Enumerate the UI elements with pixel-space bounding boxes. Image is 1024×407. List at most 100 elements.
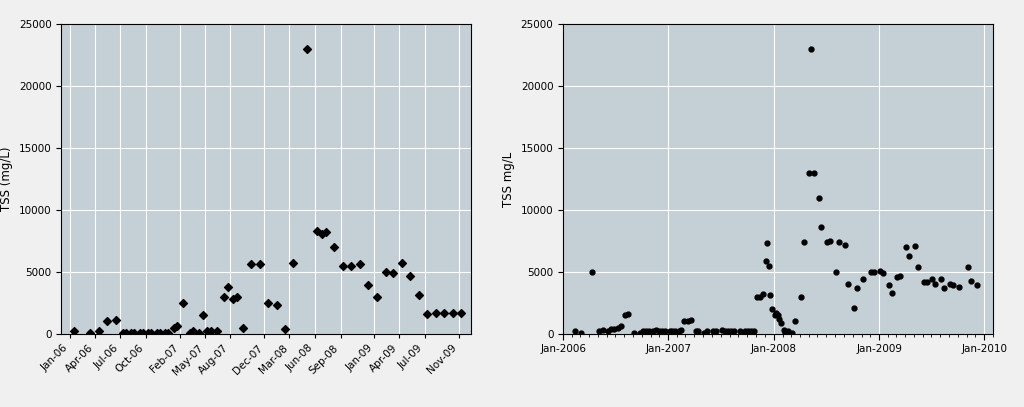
- Point: [933, 276, 949, 282]
- Point: [627, 329, 643, 336]
- Point: [772, 319, 788, 326]
- Point: [866, 269, 883, 275]
- Y-axis label: TSS (mg/L): TSS (mg/L): [0, 147, 13, 211]
- Point: [919, 278, 935, 285]
- Point: [143, 330, 160, 336]
- Point: [309, 228, 326, 234]
- Point: [915, 278, 932, 285]
- Point: [668, 328, 684, 335]
- Point: [803, 46, 819, 53]
- Point: [584, 269, 600, 275]
- Point: [936, 285, 952, 291]
- Point: [680, 318, 696, 325]
- Point: [777, 329, 794, 336]
- Point: [687, 328, 703, 335]
- Point: [671, 328, 687, 335]
- Point: [454, 309, 470, 316]
- Point: [278, 326, 294, 332]
- Point: [696, 329, 713, 336]
- Point: [152, 330, 168, 336]
- Point: [566, 328, 583, 335]
- Point: [621, 311, 637, 317]
- Point: [228, 293, 245, 300]
- Point: [411, 292, 427, 299]
- Point: [840, 281, 856, 287]
- Point: [889, 274, 905, 280]
- Point: [801, 170, 817, 176]
- Point: [243, 261, 259, 268]
- Point: [317, 229, 334, 236]
- Point: [874, 270, 891, 276]
- Point: [819, 239, 836, 245]
- Point: [377, 269, 393, 275]
- Point: [959, 264, 976, 270]
- Point: [360, 282, 377, 289]
- Point: [752, 293, 768, 300]
- Point: [260, 300, 276, 306]
- Point: [708, 328, 724, 335]
- Point: [822, 238, 839, 244]
- Point: [786, 318, 803, 325]
- Point: [767, 312, 783, 318]
- Point: [884, 290, 900, 296]
- Point: [745, 328, 762, 335]
- Point: [771, 316, 787, 322]
- Point: [854, 276, 870, 282]
- Point: [778, 329, 795, 336]
- Point: [927, 281, 943, 287]
- Point: [605, 326, 622, 332]
- Point: [719, 328, 735, 335]
- Point: [224, 296, 241, 302]
- Point: [185, 328, 202, 335]
- Point: [91, 328, 108, 335]
- Point: [108, 317, 124, 324]
- Point: [725, 328, 741, 335]
- Point: [743, 328, 760, 335]
- Point: [641, 328, 657, 335]
- Point: [199, 328, 215, 335]
- Point: [157, 330, 173, 336]
- Point: [203, 328, 219, 335]
- Point: [969, 282, 985, 289]
- Point: [793, 293, 809, 300]
- Point: [216, 293, 232, 300]
- Point: [609, 324, 626, 331]
- Point: [174, 300, 190, 306]
- Point: [118, 330, 134, 336]
- Point: [759, 240, 775, 247]
- Point: [925, 276, 941, 282]
- Point: [673, 327, 689, 333]
- Point: [828, 269, 845, 275]
- Point: [830, 239, 847, 245]
- Point: [635, 328, 651, 335]
- Point: [698, 328, 715, 335]
- Point: [705, 328, 721, 335]
- Point: [436, 309, 453, 316]
- Point: [872, 267, 889, 274]
- Point: [369, 293, 385, 300]
- Point: [115, 329, 131, 336]
- Point: [963, 277, 979, 284]
- Point: [645, 328, 662, 335]
- Point: [352, 261, 369, 268]
- Point: [863, 269, 880, 275]
- Point: [764, 306, 780, 312]
- Point: [638, 328, 654, 335]
- Point: [731, 328, 748, 335]
- Point: [784, 329, 801, 336]
- Point: [881, 282, 897, 289]
- Point: [945, 282, 962, 289]
- Point: [837, 241, 853, 248]
- Point: [683, 317, 699, 324]
- Point: [734, 329, 751, 336]
- Point: [335, 263, 351, 269]
- Point: [148, 330, 165, 336]
- Point: [444, 309, 461, 316]
- Point: [234, 324, 251, 331]
- Point: [656, 328, 673, 335]
- Point: [195, 312, 211, 318]
- Point: [595, 327, 611, 333]
- Point: [169, 323, 185, 330]
- Point: [761, 263, 777, 269]
- Point: [419, 311, 435, 317]
